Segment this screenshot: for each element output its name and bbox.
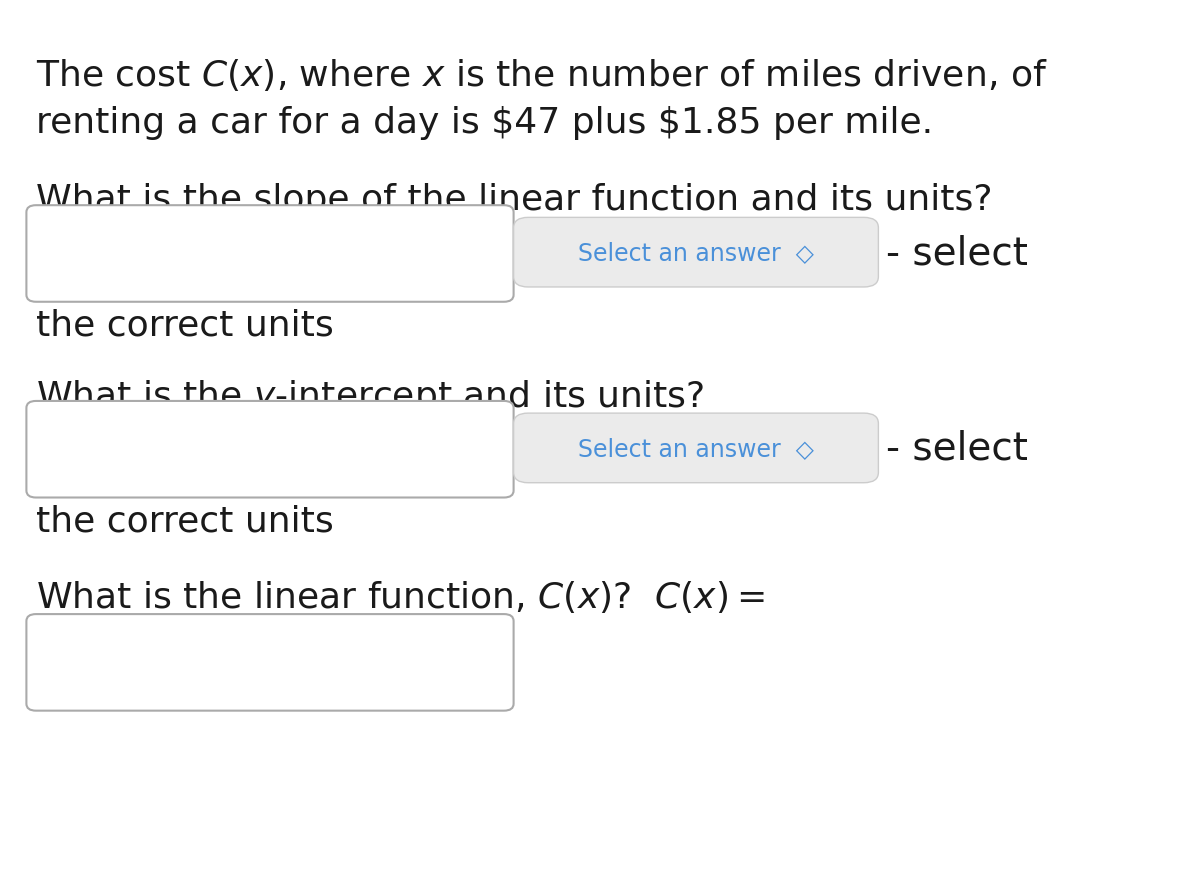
FancyBboxPatch shape	[26, 614, 514, 711]
Text: Select an answer  ◇: Select an answer ◇	[578, 241, 814, 265]
FancyBboxPatch shape	[26, 206, 514, 302]
Text: What is the linear function, $C(x)$?  $C(x) =$: What is the linear function, $C(x)$? $C(…	[36, 578, 764, 614]
FancyBboxPatch shape	[514, 218, 878, 288]
Text: the correct units: the correct units	[36, 504, 334, 538]
Text: - select: - select	[886, 234, 1027, 272]
FancyBboxPatch shape	[26, 401, 514, 498]
Text: the correct units: the correct units	[36, 308, 334, 342]
Text: What is the $y$-intercept and its units?: What is the $y$-intercept and its units?	[36, 378, 704, 416]
Text: What is the slope of the linear function and its units?: What is the slope of the linear function…	[36, 182, 992, 216]
Text: Select an answer  ◇: Select an answer ◇	[578, 436, 814, 461]
FancyBboxPatch shape	[514, 414, 878, 483]
Text: renting a car for a day is \$47 plus \$1.85 per mile.: renting a car for a day is \$47 plus \$1…	[36, 106, 934, 140]
Text: - select: - select	[886, 429, 1027, 468]
Text: The cost $C(x)$, where $x$ is the number of miles driven, of: The cost $C(x)$, where $x$ is the number…	[36, 56, 1048, 92]
